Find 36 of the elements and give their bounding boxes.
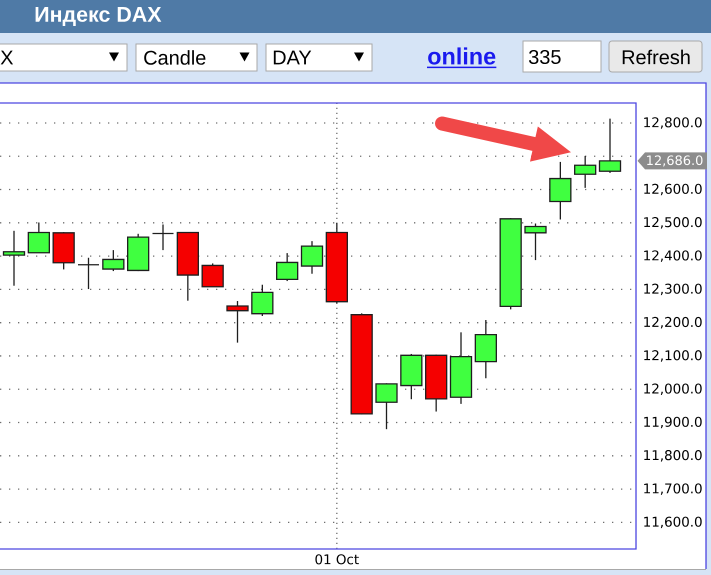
- y-tick-label: 11,600.0: [644, 516, 702, 528]
- candlestick: [549, 161, 572, 220]
- candlestick: [375, 382, 398, 430]
- y-tick-label: 12,200.0: [644, 316, 702, 328]
- candlestick: [28, 222, 50, 254]
- candlestick: [202, 262, 224, 288]
- y-tick-label: 12,000.0: [644, 383, 702, 396]
- y-tick-label: 12,300.0: [644, 284, 702, 296]
- candlestick: [251, 284, 274, 317]
- text: 335: [528, 50, 561, 64]
- y-tick-label: 12,100.0: [644, 350, 702, 362]
- y-tick-label: 12,400.0: [644, 250, 702, 262]
- text: 12,686.0: [647, 155, 703, 166]
- y-tick-label: 12,600.0: [644, 184, 702, 196]
- text: Candle: [144, 50, 206, 65]
- x-tick-label: 01 Oct: [315, 554, 359, 564]
- candlestick: [300, 240, 324, 274]
- candlestick: [524, 222, 547, 261]
- candlestick: [77, 257, 100, 290]
- y-tick-label: 11,700.0: [644, 483, 702, 495]
- text: online: [428, 47, 496, 65]
- candlestick: [152, 224, 174, 251]
- text: X: [0, 50, 14, 64]
- y-tick-label: 12,500.0: [644, 217, 702, 229]
- candlestick: [102, 249, 124, 272]
- candlestick: [226, 300, 249, 344]
- text: DAY: [274, 50, 312, 64]
- candlestick: [598, 118, 622, 174]
- y-tick-label: 11,800.0: [644, 450, 702, 462]
- candlestick: [574, 155, 596, 189]
- y-tick-label: 12,800.0: [644, 117, 702, 129]
- candlestick: [276, 252, 298, 282]
- candlestick: [2, 230, 26, 286]
- y-tick-label: 11,900.0: [644, 416, 702, 428]
- text: Refresh: [622, 50, 690, 64]
- chart-title: Индекс DAX: [36, 6, 162, 26]
